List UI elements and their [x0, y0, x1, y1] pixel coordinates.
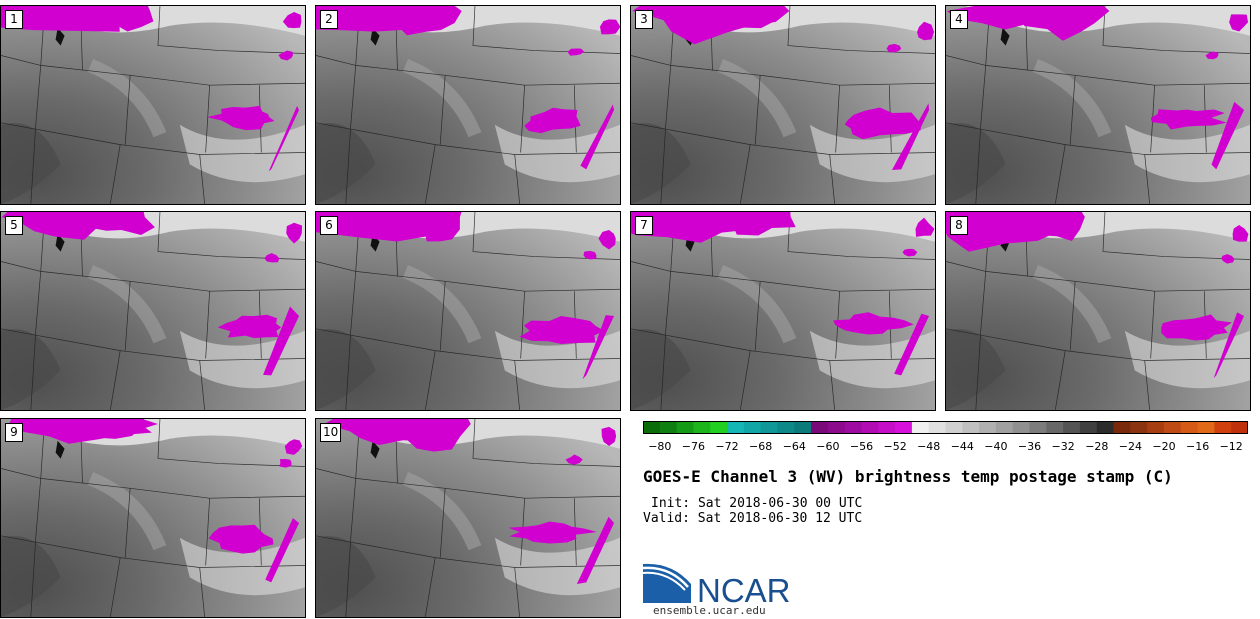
wv-image — [316, 212, 620, 410]
colorbar-swatch — [827, 421, 846, 434]
wv-image — [316, 419, 620, 617]
logo-wordmark: NCAR — [697, 572, 791, 606]
colorbar-swatch — [676, 421, 694, 434]
map-panel: 5 — [0, 211, 306, 411]
colorbar-tick-label: −16 — [1185, 440, 1210, 453]
map-panel: 6 — [315, 211, 621, 411]
colorbar-tick-label: −20 — [1152, 440, 1176, 453]
colorbar-swatch — [962, 421, 980, 434]
map-panel: 10 — [315, 418, 621, 618]
wv-image — [946, 212, 1250, 410]
colorbar-swatch — [945, 421, 963, 434]
colorbar-swatch — [979, 421, 997, 434]
panel-number-label: 4 — [950, 10, 968, 29]
colorbar-swatch — [928, 421, 946, 434]
figure-title: GOES-E Channel 3 (WV) brightness temp po… — [643, 467, 1173, 486]
colorbar-tick-label: −60 — [816, 440, 840, 453]
colorbar-swatch — [1113, 421, 1131, 434]
colorbar-tick-label: −48 — [917, 440, 941, 453]
wv-image — [1, 212, 305, 410]
colorbar-swatch — [1130, 421, 1148, 434]
colorbar — [643, 421, 1248, 434]
colorbar-tick-label: −36 — [1017, 440, 1042, 453]
colorbar-swatch — [1180, 421, 1199, 434]
colorbar-tick-label: −76 — [681, 440, 705, 453]
init-time: Init: Sat 2018-06-30 00 UTC — [651, 496, 863, 511]
colorbar-frame — [643, 421, 1248, 434]
logo-url: ensemble.ucar.edu — [653, 604, 766, 617]
colorbar-swatch — [710, 421, 728, 434]
panel-number-label: 9 — [5, 423, 23, 442]
colorbar-swatch — [844, 421, 862, 434]
colorbar-tick-label: −44 — [950, 440, 974, 453]
colorbar-swatch — [1197, 421, 1215, 434]
colorbar-tick-label: −32 — [1051, 440, 1075, 453]
colorbar-swatch — [727, 421, 745, 434]
colorbar-swatch — [1063, 421, 1081, 434]
map-panel: 3 — [630, 5, 936, 205]
wv-image — [1, 6, 305, 204]
colorbar-swatch — [1147, 421, 1165, 434]
ncar-logo: NCAR — [642, 563, 791, 606]
map-panel: 1 — [0, 5, 306, 205]
colorbar-swatch — [743, 421, 762, 434]
panel-number-label: 3 — [635, 10, 653, 29]
panel-number-label: 7 — [635, 216, 653, 235]
colorbar-swatch — [693, 421, 711, 434]
panel-number-label: 8 — [950, 216, 968, 235]
colorbar-swatch — [811, 421, 829, 434]
colorbar-tick-label: −72 — [715, 440, 739, 453]
colorbar-tick-label: −28 — [1085, 440, 1109, 453]
colorbar-swatch — [878, 421, 896, 434]
colorbar-swatch — [777, 421, 795, 434]
colorbar-tick-label: −80 — [648, 440, 672, 453]
colorbar-swatch — [760, 421, 778, 434]
wv-image — [631, 212, 935, 410]
map-panel: 9 — [0, 418, 306, 618]
wv-image — [631, 6, 935, 204]
panel-number-label: 6 — [320, 216, 338, 235]
map-panel: 4 — [945, 5, 1251, 205]
wv-image — [1, 419, 305, 617]
colorbar-tick-label: −12 — [1219, 440, 1243, 453]
colorbar-tick-label: −56 — [849, 440, 874, 453]
colorbar-swatch — [659, 421, 678, 434]
colorbar-tick-label: −68 — [748, 440, 773, 453]
colorbar-swatch — [1046, 421, 1064, 434]
colorbar-swatch — [1096, 421, 1115, 434]
panel-number-label: 2 — [320, 10, 338, 29]
map-panel: 2 — [315, 5, 621, 205]
colorbar-swatch — [1231, 421, 1248, 434]
wv-image — [316, 6, 620, 204]
colorbar-swatch — [995, 421, 1014, 434]
panel-number-label: 1 — [5, 10, 23, 29]
colorbar-tick-label: −64 — [782, 440, 806, 453]
panel-number-label: 5 — [5, 216, 23, 235]
colorbar-swatch — [861, 421, 879, 434]
panel-number-label: 10 — [320, 423, 342, 442]
colorbar-tick-label: −40 — [984, 440, 1008, 453]
colorbar-tick-labels: −80 −76 −72 −68 −64 −60 −56 −52 −48 −44 −40 −36 −32−… — [633, 440, 1253, 456]
map-panel: 8 — [945, 211, 1251, 411]
colorbar-swatch — [1079, 421, 1098, 434]
colorbar-swatch — [1012, 421, 1031, 434]
colorbar-swatch — [895, 421, 913, 434]
colorbar-swatch — [911, 421, 930, 434]
map-panel: 7 — [630, 211, 936, 411]
colorbar-swatch — [1029, 421, 1047, 434]
colorbar-swatch — [794, 421, 812, 434]
colorbar-swatch — [1214, 421, 1232, 434]
valid-time: Valid: Sat 2018-06-30 12 UTC — [643, 511, 863, 526]
wv-image — [946, 6, 1250, 204]
colorbar-tick-label: −52 — [883, 440, 907, 453]
colorbar-swatch — [643, 421, 661, 434]
colorbar-tick-label: −24 — [1118, 440, 1142, 453]
colorbar-swatch — [1163, 421, 1182, 434]
